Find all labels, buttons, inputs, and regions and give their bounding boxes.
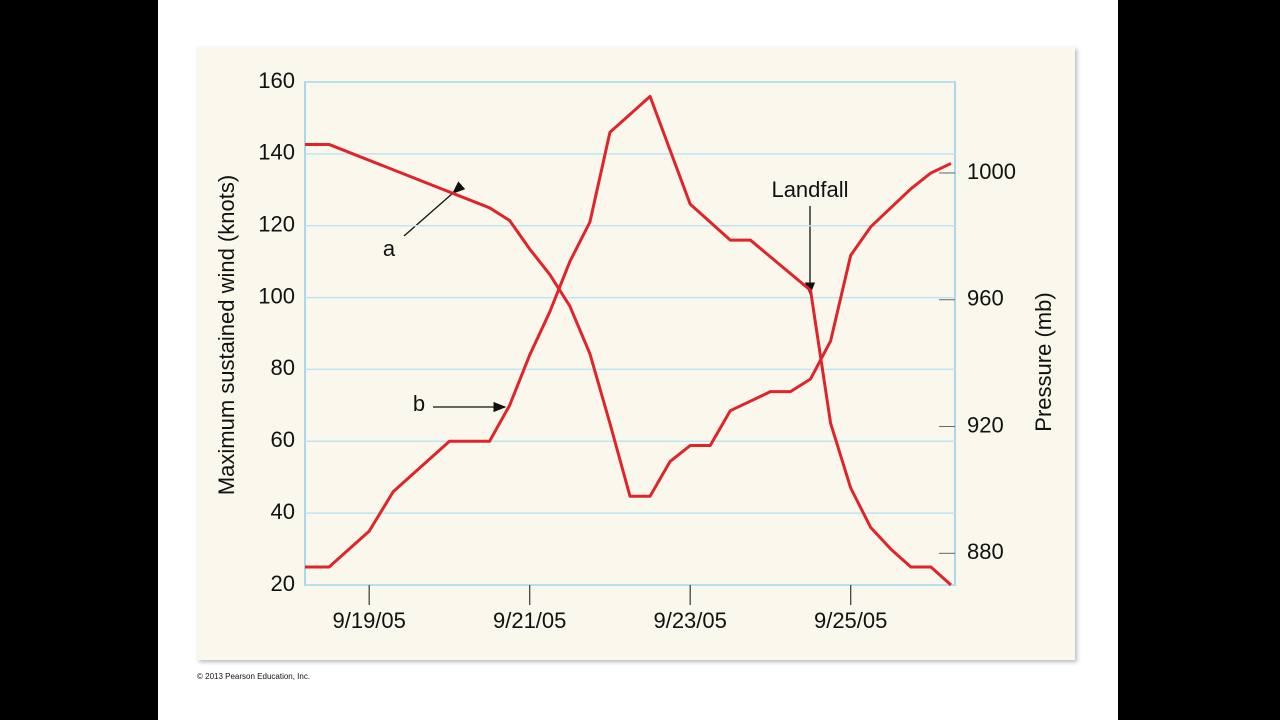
y-tick-label: 20: [271, 571, 295, 596]
y-tick-label: 100: [258, 283, 295, 308]
y2-tick-label: 960: [967, 286, 1004, 311]
y-tick-label: 140: [258, 140, 295, 165]
y2-tick-label: 920: [967, 412, 1004, 437]
x-tick-label: 9/19/05: [332, 608, 405, 633]
copyright: © 2013 Pearson Education, Inc.: [197, 672, 310, 681]
x-tick-label: 9/21/05: [493, 608, 566, 633]
y-tick-label: 60: [271, 427, 295, 452]
x-tick-label: 9/23/05: [653, 608, 726, 633]
y-tick-label: 80: [271, 355, 295, 380]
data-line: [305, 142, 952, 498]
y2-tick-label: 880: [967, 539, 1004, 564]
data-line: [305, 94, 952, 587]
y2-tick-label: 1000: [967, 159, 1016, 184]
y-axis-label: Maximum sustained wind (knots): [214, 175, 239, 495]
annotation: b: [413, 391, 425, 416]
annotation: a: [383, 236, 396, 261]
annotation-arrow: [403, 181, 466, 237]
annotation: Landfall: [771, 177, 848, 202]
y-tick-label: 120: [258, 212, 295, 237]
y-tick-label: 160: [258, 68, 295, 93]
y-tick-label: 40: [271, 499, 295, 524]
y2-axis-label: Pressure (mb): [1031, 292, 1056, 431]
x-tick-label: 9/25/05: [814, 608, 887, 633]
